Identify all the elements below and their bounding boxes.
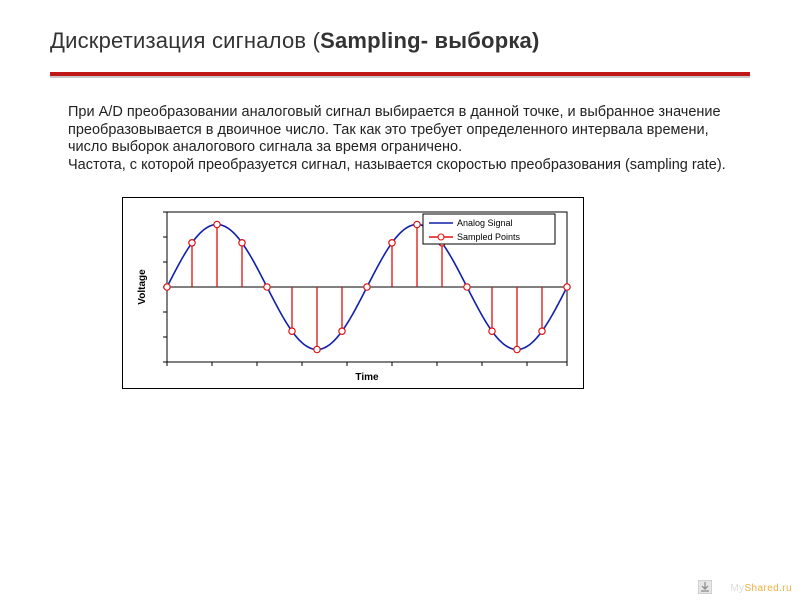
svg-text:Sampled Points: Sampled Points	[457, 232, 521, 242]
watermark-right: Shared.ru	[744, 583, 792, 594]
title-rule	[50, 72, 750, 78]
sampling-chart: Time Voltage Analog Signal Sampled Points	[122, 197, 584, 389]
svg-text:Time: Time	[355, 372, 379, 383]
title-bold: Sampling- выборка)	[320, 28, 539, 53]
watermark-left: My	[730, 583, 744, 594]
svg-text:Analog Signal: Analog Signal	[457, 218, 513, 228]
page-title: Дискретизация сигналов (Sampling- выборк…	[50, 28, 750, 54]
title-plain: Дискретизация сигналов (	[50, 28, 320, 53]
chart-svg: Time Voltage Analog Signal Sampled Points	[123, 198, 583, 388]
body-paragraph: При A/D преобразовании аналоговый сигнал…	[68, 104, 746, 175]
slide: Дискретизация сигналов (Sampling- выборк…	[0, 0, 800, 600]
svg-text:Voltage: Voltage	[137, 269, 148, 305]
watermark: MyShared.ru	[730, 583, 792, 594]
download-icon	[698, 580, 712, 594]
